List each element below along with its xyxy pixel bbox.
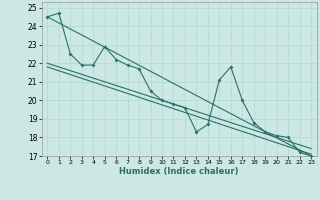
X-axis label: Humidex (Indice chaleur): Humidex (Indice chaleur): [119, 167, 239, 176]
